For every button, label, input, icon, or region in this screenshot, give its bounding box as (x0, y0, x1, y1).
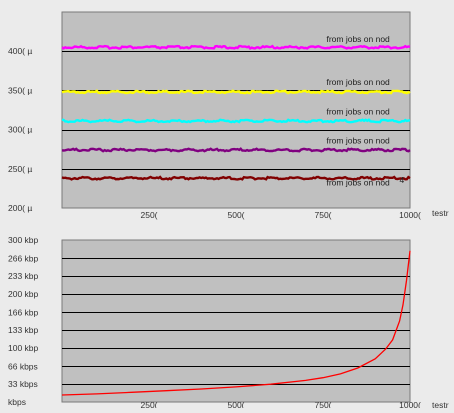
y-tick-label: 200( µ (8, 203, 32, 213)
plot-area (61, 239, 411, 403)
series-annotation: from jobs on nod (326, 107, 390, 117)
chart-2: kbps 33 kbps 66 kbps 100 kbp 133 kbp 166 kbp 2… (8, 235, 449, 410)
y-tick-label: 200 kbp (8, 289, 39, 299)
y-tick-label: 400( µ (8, 46, 32, 56)
series-line (61, 175, 411, 181)
x-tick-label: 250( (140, 400, 157, 408)
y-tick-label: 66 kbps (8, 361, 38, 371)
y-tick-label: kbps (8, 397, 26, 407)
series-annotation: from jobs on nod (326, 34, 390, 44)
x-axis-label: testr (432, 208, 449, 218)
x-tick-label: 500( (227, 400, 244, 408)
y-tick-label: 300 kbp (8, 235, 39, 245)
x-tick-label: 500( (227, 210, 244, 220)
y-tick-label: 300( µ (8, 125, 32, 135)
x-tick-label: 250( (140, 210, 157, 220)
series-annotation: from jobs on nod (326, 177, 390, 187)
plot-area (61, 11, 411, 209)
x-tick-label: 750( (314, 210, 331, 220)
y-tick-label: 133 kbp (8, 325, 39, 335)
y-tick-label: 100 kbp (8, 343, 39, 353)
x-tick-label: 1000( (399, 400, 421, 408)
series-line (61, 89, 411, 95)
series-line (61, 147, 411, 153)
x-axis-label: testr (432, 400, 449, 408)
series-line (61, 44, 411, 51)
y-tick-label: 166 kbp (8, 307, 39, 317)
x-tick-label: 1000( (399, 210, 421, 220)
series-line (61, 118, 411, 124)
chart-1: 200( µ 250( µ 300( µ 350( µ 400( µ 250( 500( 75… (8, 11, 449, 220)
series-annotation: from jobs on nod (326, 136, 390, 146)
y-tick-label: 250( µ (8, 164, 32, 174)
series-line (61, 250, 411, 396)
series-annotation: from jobs on nod (326, 77, 390, 87)
y-tick-label: 350( µ (8, 85, 32, 95)
y-tick-label: 33 kbps (8, 379, 38, 389)
x-tick-label: 750( (314, 400, 331, 408)
y-tick-label: 266 kbp (8, 253, 39, 263)
y-tick-label: 233 kbp (8, 271, 39, 281)
series-annotation: 4 (400, 175, 405, 185)
